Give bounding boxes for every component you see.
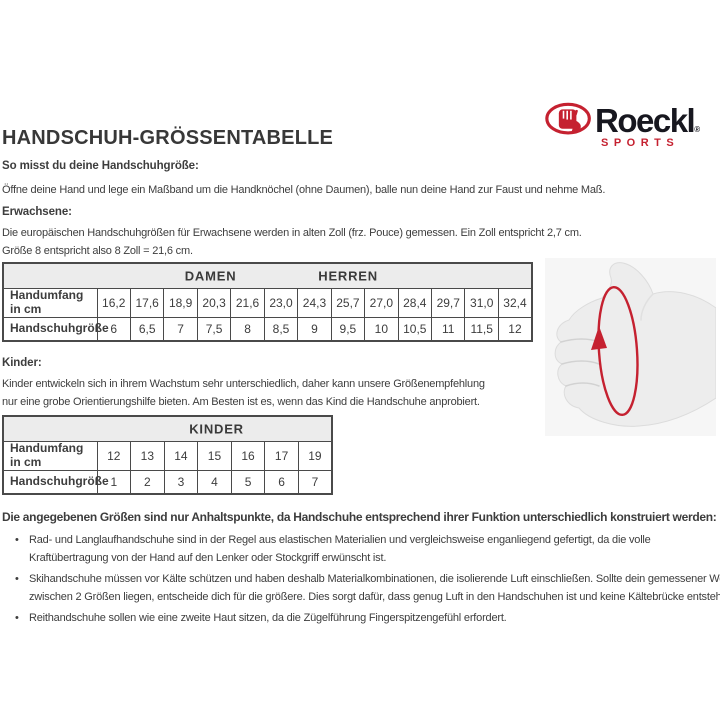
measure-heading: So misst du deine Handschuhgröße:: [2, 160, 199, 172]
cell-size: 1: [96, 469, 132, 495]
cell-circumference: 24,3: [297, 287, 332, 318]
cell-circumference: 31,0: [464, 287, 499, 318]
measure-arrowhead: [591, 326, 607, 350]
cell-circumference: 16: [230, 440, 266, 471]
brand-wordmark: Roeckl®: [595, 101, 701, 139]
page-title: HANDSCHUH-GRÖSSENTABELLE: [2, 127, 334, 149]
cell-size: 10: [364, 316, 399, 342]
cell-circumference: 27,0: [364, 287, 399, 318]
kids-heading: Kinder:: [2, 357, 42, 369]
cell-circumference: 13: [130, 440, 165, 471]
kids-description-line2: nur eine grobe Orientierungshilfe bieten…: [2, 396, 480, 408]
adults-description-line1: Die europäischen Handschuhgrößen für Erw…: [2, 227, 582, 239]
cell-size: 7,5: [196, 316, 232, 342]
cell-size: 6: [264, 469, 299, 495]
cell-size: 6,5: [129, 316, 165, 342]
glove-emblem-icon: [545, 102, 593, 138]
group-label-herren: HERREN: [318, 268, 378, 284]
adult-table-group-row: DAMEN HERREN: [2, 262, 533, 289]
cell-circumference: 28,4: [397, 287, 433, 318]
cell-size: 9,5: [330, 316, 366, 342]
group-label-kinder: KINDER: [189, 421, 244, 437]
cell-circumference: 25,7: [330, 287, 366, 318]
brand-subline: SPORTS: [601, 137, 680, 149]
cell-size: 8: [230, 316, 265, 342]
adults-heading: Erwachsene:: [2, 206, 72, 218]
cell-size: 7: [297, 469, 333, 495]
bullet-icon: •: [15, 534, 19, 546]
cell-size: 12: [497, 316, 533, 342]
cell-size: 10,5: [397, 316, 433, 342]
adult-circumference-label: Handumfang in cm: [2, 287, 98, 318]
cell-circumference: 19: [297, 440, 333, 471]
adult-size-table: DAMEN HERREN Handumfang in cm 16,2 17,6 …: [2, 262, 533, 342]
adult-table-group-header: DAMEN HERREN: [2, 262, 533, 289]
cell-circumference: 21,6: [230, 287, 265, 318]
cell-circumference: 17: [264, 440, 299, 471]
kids-circumference-label: Handumfang in cm: [2, 440, 98, 471]
adult-size-row: Handschuhgröße 6 6,5 7 7,5 8 8,5 9 9,5 1…: [2, 316, 533, 342]
kids-circumference-row: Handumfang in cm 12 13 14 15 16 17 19: [2, 440, 333, 471]
cell-circumference: 18,9: [163, 287, 198, 318]
cell-size: 4: [197, 469, 232, 495]
cell-size: 11,5: [464, 316, 499, 342]
cell-size: 3: [163, 469, 199, 495]
cell-size: 11: [431, 316, 466, 342]
cell-circumference: 16,2: [96, 287, 131, 318]
cell-circumference: 29,7: [431, 287, 466, 318]
cell-circumference: 12: [96, 440, 132, 471]
brand-logo: Roeckl® SPORTS: [545, 102, 720, 149]
adults-description-line2: Größe 8 entspricht also 8 Zoll = 21,6 cm…: [2, 245, 193, 257]
bullet-icon: •: [15, 573, 19, 585]
notes-bullet-list: • Rad- und Langlaufhandschuhe sind in de…: [2, 531, 720, 627]
list-item: • Skihandschuhe müssen vor Kälte schütze…: [2, 570, 720, 606]
adult-size-label: Handschuhgröße: [2, 316, 109, 342]
kids-table-group-header: KINDER: [2, 415, 333, 442]
measure-ellipse: [597, 285, 639, 417]
cell-circumference: 20,3: [196, 287, 232, 318]
list-item: • Rad- und Langlaufhandschuhe sind in de…: [2, 531, 718, 567]
list-item: • Reithandschuhe sollen wie eine zweite …: [2, 609, 718, 627]
cell-size: 9: [297, 316, 332, 342]
cell-circumference: 32,4: [497, 287, 533, 318]
registered-mark: ®: [694, 124, 701, 134]
hand-measurement-image: [545, 258, 716, 436]
cell-circumference: 15: [197, 440, 232, 471]
cell-size: 6: [96, 316, 131, 342]
kids-size-row: Handschuhgröße 1 2 3 4 5 6 7: [2, 469, 333, 495]
kids-size-table: KINDER Handumfang in cm 12 13 14 15 16 1…: [2, 415, 333, 495]
cell-circumference: 14: [163, 440, 199, 471]
group-label-damen: DAMEN: [184, 268, 237, 284]
notes-section: Die angegebenen Größen sind nur Anhaltsp…: [2, 510, 720, 630]
adult-circumference-row: Handumfang in cm 16,2 17,6 18,9 20,3 21,…: [2, 287, 533, 318]
cell-size: 7: [163, 316, 198, 342]
cell-circumference: 23,0: [263, 287, 299, 318]
notes-heading: Die angegebenen Größen sind nur Anhaltsp…: [2, 510, 717, 524]
cell-size: 2: [130, 469, 165, 495]
kids-table-group-row: KINDER: [2, 415, 333, 442]
bullet-icon: •: [15, 612, 19, 624]
cell-circumference: 17,6: [129, 287, 165, 318]
kids-size-label: Handschuhgröße: [2, 469, 109, 495]
kids-description-line1: Kinder entwickeln sich in ihrem Wachstum…: [2, 378, 485, 390]
cell-size: 8,5: [263, 316, 299, 342]
measure-body: Öffne deine Hand und lege ein Maßband um…: [2, 184, 606, 196]
cell-size: 5: [230, 469, 266, 495]
kids-description: Kinder entwickeln sich in ihrem Wachstum…: [2, 375, 485, 411]
